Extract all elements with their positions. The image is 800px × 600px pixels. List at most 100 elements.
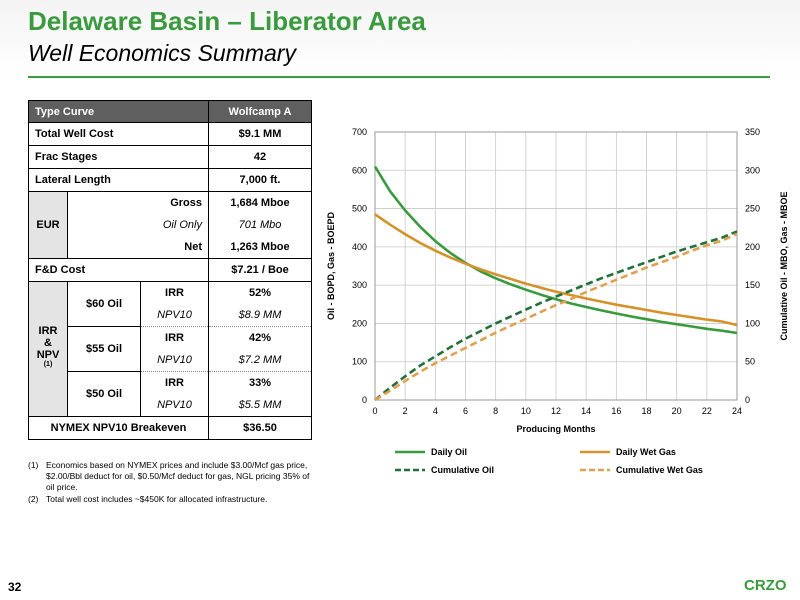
- x-tick-label: 0: [372, 406, 377, 416]
- row-value-total-cost: $9.1 MM: [208, 122, 312, 146]
- footnote-text: Economics based on NYMEX prices and incl…: [46, 460, 310, 492]
- x-tick-label: 6: [463, 406, 468, 416]
- scenario-npv-value: $5.5 MM: [208, 394, 312, 417]
- series-line-cumulative-oil: [374, 230, 738, 402]
- page-title: Delaware Basin – Liberator Area: [28, 6, 426, 36]
- table-row: Net 1,263 Mboe: [29, 236, 312, 259]
- row-label-frac: Frac Stages: [28, 145, 209, 169]
- scenario-irr-value: 52%: [208, 281, 312, 304]
- table-row: F&D Cost $7.21 / Boe: [28, 258, 312, 282]
- company-logo: CRZO: [744, 577, 787, 594]
- table-row: EUR Gross 1,684 Mboe: [28, 191, 312, 259]
- table-row: Total Well Cost $9.1 MM: [28, 122, 312, 146]
- x-tick-label: 8: [493, 406, 498, 416]
- y-left-tick-label: 300: [352, 280, 367, 290]
- series-line-daily-wet-gas: [374, 213, 738, 327]
- footnote: (2) Total well cost includes ~$450K for …: [28, 494, 318, 505]
- scenario-price: $60 Oil: [67, 281, 141, 327]
- scenario-npv-value: $7.2 MM: [208, 349, 312, 372]
- x-tick-label: 20: [672, 406, 682, 416]
- scenario-npv-label: NPV10: [140, 394, 209, 417]
- y-right-tick-label: 100: [745, 318, 760, 328]
- chart-axes: 0 2 4 6 8 10 12 14 16 18 20 22 240100200300400500600…: [326, 127, 789, 434]
- x-tick-label: 12: [551, 406, 561, 416]
- scenario-price: $55 Oil: [67, 326, 141, 372]
- economics-table: Type Curve Wolfcamp A Total Well Cost $9…: [28, 100, 312, 440]
- page-subtitle: Well Economics Summary: [28, 40, 296, 66]
- y-left-tick-label: 100: [352, 357, 367, 367]
- footnote: (1) Economics based on NYMEX prices and …: [28, 460, 318, 493]
- scenario-npv-label: NPV10: [140, 304, 209, 327]
- legend-label: Cumulative Wet Gas: [616, 465, 703, 475]
- eur-oil-label: Oil Only: [67, 214, 209, 236]
- y-right-tick-label: 350: [745, 127, 760, 137]
- chart-legend: Daily Oil Daily Wet Gas Cumulative Oil Cumu…: [395, 447, 703, 475]
- irr-group-amp: &: [44, 336, 52, 349]
- chart-series: [373, 165, 738, 402]
- table-row: $55 Oil IRR 42%: [29, 326, 312, 372]
- row-label-total-cost: Total Well Cost: [28, 122, 209, 146]
- row-label-lateral: Lateral Length: [28, 168, 209, 192]
- irr-npv-group-label: IRR & NPV (1): [28, 281, 68, 417]
- legend-label: Daily Oil: [431, 447, 467, 457]
- scenario-irr-label: IRR: [140, 326, 209, 349]
- eur-group-label: EUR: [28, 191, 68, 259]
- footnotes: (1) Economics based on NYMEX prices and …: [28, 460, 318, 506]
- table-row: $50 Oil IRR 33%: [29, 371, 312, 417]
- plot-border: [374, 131, 738, 401]
- table-row: NPV10 $7.2 MM: [29, 349, 312, 372]
- irr-group-sup: (1): [43, 360, 53, 368]
- row-label-fd: F&D Cost: [28, 258, 209, 282]
- header-type-curve: Type Curve: [28, 100, 209, 123]
- eur-gross-label: Gross: [67, 191, 209, 214]
- eur-gross-value: 1,684 Mboe: [208, 191, 312, 214]
- row-value-frac: 42: [208, 145, 312, 169]
- scenario-irr-label: IRR: [140, 281, 209, 304]
- y-right-axis-title: Cumulative Oil - MBO, Gas - MBOE: [779, 191, 789, 340]
- scenario-irr-value: 42%: [208, 326, 312, 349]
- legend-label: Daily Wet Gas: [616, 447, 676, 457]
- eur-oil-value: 701 Mbo: [208, 214, 312, 236]
- x-tick-label: 22: [702, 406, 712, 416]
- table-row: IRR & NPV (1) $60 Oil IRR 52%: [28, 281, 312, 417]
- scenario-npv-value: $8.9 MM: [208, 304, 312, 327]
- scenario-price: $50 Oil: [67, 371, 141, 417]
- x-tick-label: 18: [641, 406, 651, 416]
- y-left-axis-title: Oil - BOPD, Gas - BOEPD: [326, 211, 336, 320]
- scenario-irr-value: 33%: [208, 371, 312, 394]
- y-right-tick-label: 0: [745, 395, 750, 405]
- table-row: NPV10 $8.9 MM: [29, 304, 312, 327]
- table-row: Frac Stages 42: [28, 145, 312, 169]
- page-number: 32: [8, 580, 22, 594]
- table-row: Oil Only 701 Mbo: [29, 214, 312, 236]
- y-right-tick-label: 200: [745, 242, 760, 252]
- eur-net-value: 1,263 Mboe: [208, 236, 312, 259]
- table-row: NYMEX NPV10 Breakeven $36.50: [28, 416, 312, 440]
- x-axis-title: Producing Months: [517, 424, 596, 434]
- header-band: [0, 0, 800, 78]
- footnote-number: (2): [28, 494, 39, 504]
- title-rule: [28, 76, 770, 78]
- irr-group-line3: NPV: [36, 348, 60, 361]
- y-left-tick-label: 500: [352, 204, 367, 214]
- y-right-tick-label: 250: [745, 204, 760, 214]
- x-tick-label: 16: [611, 406, 621, 416]
- y-left-tick-label: 700: [352, 127, 367, 137]
- production-chart: 0 2 4 6 8 10 12 14 16 18 20 22 240100200300400500600…: [326, 127, 789, 475]
- legend-label: Cumulative Oil: [431, 465, 494, 475]
- y-left-tick-label: 0: [362, 395, 367, 405]
- row-value-lateral: 7,000 ft.: [208, 168, 312, 192]
- y-left-tick-label: 400: [352, 242, 367, 252]
- x-tick-label: 10: [521, 406, 531, 416]
- scenario-npv-label: NPV10: [140, 349, 209, 372]
- series-line-daily-oil: [373, 165, 738, 335]
- scenario-irr-label: IRR: [140, 371, 209, 394]
- irr-group-line1: IRR: [38, 324, 58, 337]
- series-line-cumulative-wet-gas: [374, 232, 738, 402]
- footnote-text: Total well cost includes ~$450K for allo…: [46, 494, 268, 504]
- y-left-tick-label: 600: [352, 165, 367, 175]
- row-value-fd: $7.21 / Boe: [208, 258, 312, 282]
- x-tick-label: 24: [732, 406, 742, 416]
- row-value-breakeven: $36.50: [208, 416, 312, 440]
- y-right-tick-label: 150: [745, 280, 760, 290]
